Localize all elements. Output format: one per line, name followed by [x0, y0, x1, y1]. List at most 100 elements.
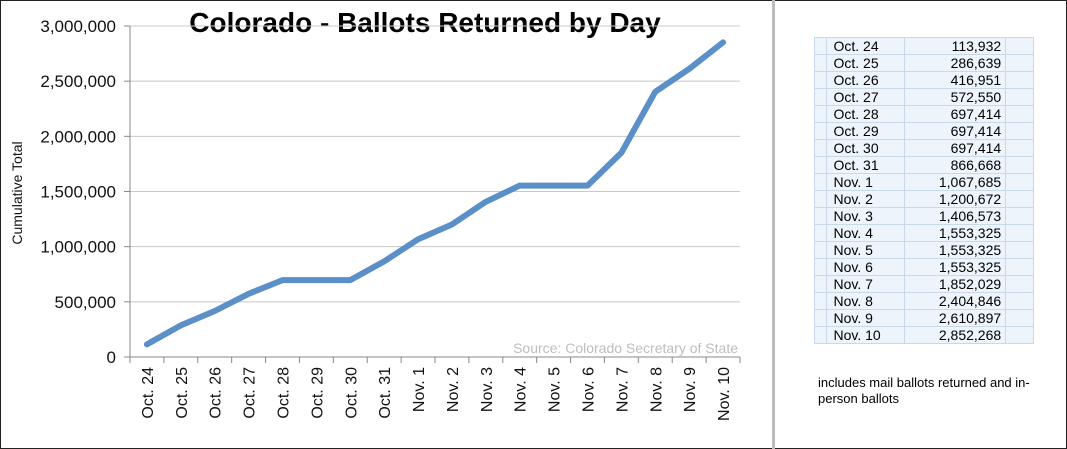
table-cell-date: Nov. 1	[826, 173, 905, 191]
table-cell-value: 1,200,672	[903, 190, 1007, 208]
x-tick-label: Nov. 9	[682, 367, 699, 412]
x-tick-label: Oct. 24	[140, 367, 157, 419]
table-cell-spacer	[813, 71, 828, 89]
table-row: Oct. 28 697,414	[813, 105, 1034, 123]
table-cell-spacer	[813, 37, 828, 55]
table-cell-date: Oct. 29	[826, 122, 905, 140]
table-cell-date: Oct. 24	[826, 37, 905, 55]
table-row: Nov. 7 1,852,029	[813, 275, 1034, 293]
table-row: Nov. 10 2,852,268	[813, 326, 1034, 344]
table-row: Nov. 3 1,406,573	[813, 207, 1034, 225]
table-cell-spacer	[1005, 156, 1034, 174]
y-tick-label: 2,500,000	[40, 72, 116, 91]
table-cell-spacer	[1005, 190, 1034, 208]
table-cell-value: 1,067,685	[903, 173, 1007, 191]
table-cell-value: 1,553,325	[903, 224, 1007, 242]
table-cell-value: 113,932	[903, 37, 1007, 55]
table-cell-spacer	[813, 88, 828, 106]
y-axis-label: Cumulative Total	[9, 141, 25, 244]
table-row: Oct. 29 697,414	[813, 122, 1034, 140]
data-point	[246, 291, 252, 297]
y-axis-ticks: 0 500,000 1,000,000 1,500,000 2,000,000 2,500…	[40, 17, 130, 367]
table-row: Oct. 26 416,951	[813, 71, 1034, 89]
table-cell-spacer	[813, 258, 828, 276]
y-tick-label: 1,000,000	[40, 238, 116, 257]
table-cell-spacer	[813, 292, 828, 310]
table-cell-spacer	[813, 309, 828, 327]
data-point	[720, 39, 726, 45]
chart-title: Colorado - Ballots Returned by Day	[189, 7, 661, 38]
data-point	[551, 183, 557, 189]
x-tick-label: Nov. 1	[411, 367, 428, 412]
data-point	[144, 341, 150, 347]
table-cell-spacer	[1005, 139, 1034, 157]
y-tick-label: 3,000,000	[40, 17, 116, 36]
table-cell-spacer	[1005, 207, 1034, 225]
table-cell-spacer	[1005, 105, 1034, 123]
x-tick-label: Oct. 26	[208, 367, 225, 419]
table-row: Oct. 31 866,668	[813, 156, 1034, 174]
table-cell-date: Nov. 2	[826, 190, 905, 208]
data-point	[280, 277, 285, 283]
table-cell-spacer	[813, 326, 828, 344]
table-cell-date: Oct. 30	[826, 139, 905, 157]
table-cell-date: Nov. 5	[826, 241, 905, 259]
table-cell-spacer	[1005, 309, 1034, 327]
table-cell-value: 1,406,573	[903, 207, 1007, 225]
table-cell-value: 2,610,897	[903, 309, 1007, 327]
table-cell-value: 1,553,325	[903, 258, 1007, 276]
table-cell-spacer	[813, 207, 828, 225]
table-cell-value: 286,639	[903, 54, 1007, 72]
table-cell-value: 866,668	[903, 156, 1007, 174]
table-cell-spacer	[813, 139, 828, 157]
x-tick-label: Nov. 2	[445, 367, 462, 412]
table-cell-spacer	[813, 173, 828, 191]
table-cell-date: Nov. 10	[826, 326, 905, 344]
line-chart: Colorado - Ballots Returned by Day 0 500,…	[9, 7, 741, 421]
y-tick-label: 1,500,000	[40, 183, 116, 202]
table-row: Oct. 25 286,639	[813, 54, 1034, 72]
table-cell-spacer	[1005, 37, 1034, 55]
table-cell-value: 1,553,325	[903, 241, 1007, 259]
x-tick-label: Oct. 29	[309, 367, 326, 419]
table-row: Nov. 2 1,200,672	[813, 190, 1034, 208]
x-tick-label: Nov. 8	[648, 367, 665, 412]
table-cell-date: Oct. 31	[826, 156, 905, 174]
table-cell-date: Nov. 3	[826, 207, 905, 225]
table-cell-spacer	[813, 224, 828, 242]
table-row: Nov. 9 2,610,897	[813, 309, 1034, 327]
table-cell-spacer	[1005, 241, 1034, 259]
x-tick-label: Oct. 30	[343, 367, 360, 419]
y-tick-label: 0	[107, 348, 116, 367]
y-tick-label: 500,000	[55, 293, 116, 312]
x-tick-label: Oct. 27	[242, 367, 259, 419]
x-tick-label: Oct. 25	[174, 367, 191, 419]
table-cell-date: Oct. 27	[826, 88, 905, 106]
table-cell-date: Oct. 25	[826, 54, 905, 72]
table-row: Oct. 30 697,414	[813, 139, 1034, 157]
table-row: Oct. 24 113,932	[813, 37, 1034, 55]
table-cell-spacer	[1005, 54, 1034, 72]
table-cell-spacer	[1005, 71, 1034, 89]
data-point	[381, 258, 387, 264]
table-cell-spacer	[813, 241, 828, 259]
data-point	[212, 308, 218, 314]
source-note: Source: Colorado Secretary of State	[513, 340, 738, 356]
data-point	[347, 277, 353, 283]
table-note: includes mail ballots returned and in-pe…	[818, 375, 1030, 406]
data-point	[585, 183, 590, 189]
data-point	[415, 236, 421, 242]
x-tick-label: Nov. 10	[716, 367, 733, 421]
data-point	[483, 199, 489, 205]
table-cell-spacer	[813, 105, 828, 123]
data-table: Oct. 24 113,932 Oct. 25 286,639 Oct. 26 416,9…	[813, 37, 1034, 344]
table-cell-value: 2,404,846	[903, 292, 1007, 310]
x-tick-label: Nov. 5	[547, 367, 564, 412]
table-cell-date: Nov. 8	[826, 292, 905, 310]
data-table-panel: Oct. 24 113,932 Oct. 25 286,639 Oct. 26 416,9…	[813, 37, 1034, 344]
series-line	[143, 39, 727, 348]
table-row: Oct. 27 572,550	[813, 88, 1034, 106]
data-point	[517, 183, 523, 189]
x-tick-label: Nov. 6	[581, 367, 598, 412]
x-tick-label: Nov. 4	[513, 367, 530, 412]
